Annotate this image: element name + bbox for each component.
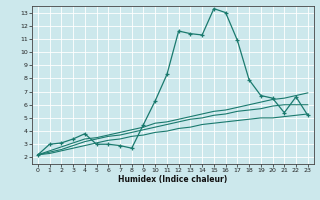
X-axis label: Humidex (Indice chaleur): Humidex (Indice chaleur) (118, 175, 228, 184)
